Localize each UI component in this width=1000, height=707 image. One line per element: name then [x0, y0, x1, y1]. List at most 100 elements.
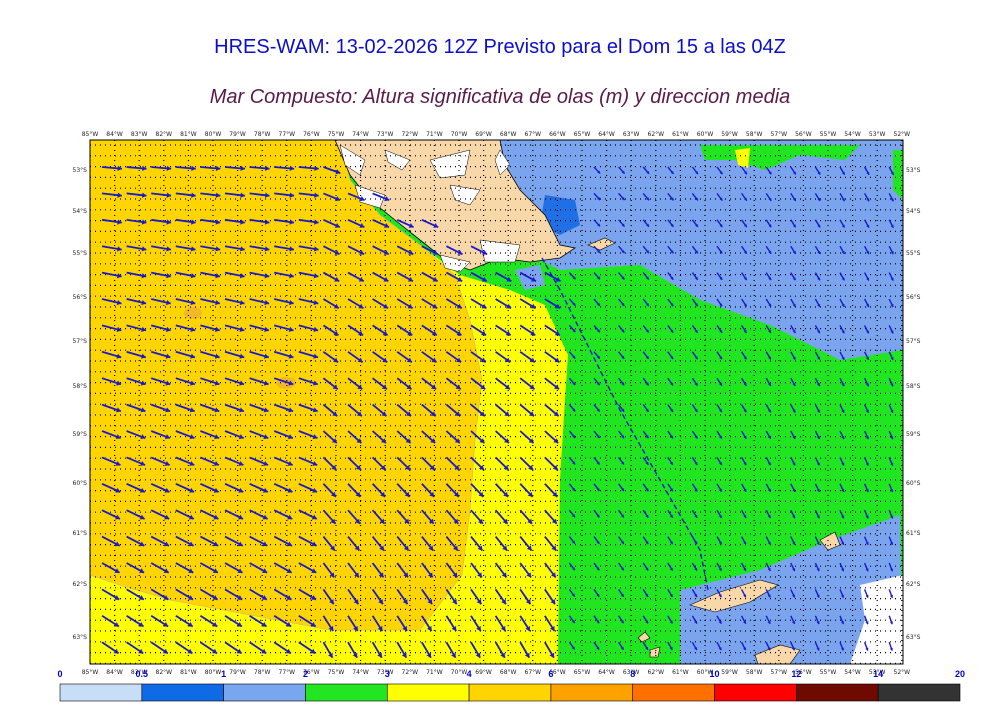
lat-label: 63°S — [73, 634, 88, 641]
wave-arrow-head — [866, 171, 870, 175]
lon-label: 79°W — [229, 131, 246, 138]
lat-label: 55°S — [906, 250, 921, 257]
wave-arrow-head — [313, 299, 319, 306]
wave-arrow-head — [792, 383, 796, 387]
lat-label: 62°S — [906, 581, 921, 588]
wave-arrow-head — [214, 434, 220, 440]
wave-arrow-head — [354, 545, 360, 551]
wave-arrow-head — [332, 384, 338, 390]
wave-arrow-head — [621, 514, 624, 518]
wave-arrow-head — [841, 251, 845, 255]
wave-arrow-head — [621, 408, 625, 412]
wave-arrow-head — [452, 599, 457, 605]
wave-arrow-head — [621, 355, 625, 359]
wave-arrow-head — [530, 303, 536, 309]
wave-arrow-head — [117, 165, 122, 172]
wave-arrow-head — [670, 223, 674, 227]
lon-label: 73°W — [377, 669, 394, 676]
colorbar-segment — [877, 683, 961, 702]
lon-label: 82°W — [156, 669, 173, 676]
lon-label: 76°W — [303, 131, 320, 138]
wave-arrow-head — [187, 648, 193, 654]
lon-label: 65°W — [574, 131, 591, 138]
wave-arrow-head — [429, 491, 435, 497]
wave-arrow-head — [621, 276, 625, 280]
wave-arrow-head — [718, 514, 722, 518]
lon-label: 74°W — [352, 669, 369, 676]
wave-arrow-head — [572, 302, 576, 306]
lon-label: 72°W — [402, 131, 419, 138]
lon-label: 70°W — [451, 669, 468, 676]
wave-arrow-head — [694, 382, 698, 386]
lat-label: 54°S — [906, 208, 921, 215]
wave-arrow-head — [841, 356, 845, 360]
wave-arrow-head — [117, 219, 122, 225]
wave-arrow-head — [669, 514, 673, 518]
wave-arrow-head — [646, 223, 649, 227]
wave-arrow-head — [240, 219, 245, 225]
wave-arrow-head — [743, 250, 747, 254]
wave-arrow-head — [453, 491, 459, 497]
wave-arrow-head — [165, 407, 171, 413]
wave-arrow-head — [191, 219, 196, 225]
colorbar-tick: 8 — [630, 669, 635, 679]
wave-arrow-head — [189, 487, 195, 493]
wave-arrow-head — [841, 594, 845, 598]
wave-arrow-head — [480, 357, 486, 363]
wave-arrow-head — [645, 593, 649, 597]
wave-arrow-head — [407, 303, 413, 309]
wave-arrow-head — [426, 652, 432, 658]
wave-arrow-head — [506, 303, 512, 309]
wave-arrow-head — [572, 461, 576, 465]
wave-arrow-head — [767, 568, 771, 572]
wave-arrow-head — [645, 514, 649, 518]
lon-label: 64°W — [598, 131, 615, 138]
wave-arrow-head — [163, 595, 169, 600]
wave-arrow-head — [479, 438, 485, 444]
wave-arrow-head — [264, 273, 270, 279]
wave-arrow-head — [117, 192, 122, 198]
wave-arrow-head — [694, 620, 698, 624]
wave-arrow-head — [329, 599, 334, 605]
wave-arrow-head — [743, 594, 747, 598]
wave-arrow-head — [865, 489, 869, 493]
lat-label: 54°S — [73, 208, 88, 215]
lon-label: 80°W — [205, 669, 222, 676]
wave-arrow-head — [354, 572, 359, 578]
wave-arrow-head — [767, 488, 771, 492]
wave-arrow-head — [239, 326, 245, 332]
wave-arrow-head — [816, 647, 820, 651]
wave-arrow — [914, 537, 917, 545]
wave-arrow-head — [381, 438, 386, 444]
wave-arrow-head — [621, 170, 625, 174]
wave-arrow-head — [191, 165, 196, 172]
wave-arrow-head — [669, 567, 673, 571]
lat-label: 62°S — [73, 581, 88, 588]
wave-arrow-head — [476, 599, 482, 605]
wave-arrow-head — [645, 567, 649, 571]
wave-arrow-head — [525, 599, 531, 605]
wave-arrow-head — [915, 304, 918, 307]
wave-arrow-head — [164, 487, 170, 493]
wave-arrow-head — [646, 250, 649, 254]
wave-arrow-head — [816, 462, 820, 466]
lon-label: 78°W — [254, 131, 271, 138]
lon-label: 57°W — [771, 131, 788, 138]
colorbar-tick: 4 — [467, 669, 472, 679]
wave-arrow-head — [335, 196, 341, 202]
wave-arrow-head — [311, 514, 317, 520]
wave-arrow-head — [333, 303, 339, 309]
wave-arrow-head — [914, 569, 917, 572]
wave-arrow-head — [571, 646, 575, 650]
wave-arrow-head — [669, 541, 673, 545]
wave-arrow-head — [379, 518, 385, 524]
wave-arrow-head — [213, 541, 219, 547]
lon-label: 54°W — [844, 669, 861, 676]
wave-arrow-head — [500, 625, 506, 631]
wave-arrow-head — [191, 192, 196, 198]
wave-arrow-head — [289, 165, 295, 172]
wave-arrow-head — [117, 246, 122, 252]
wave-arrow-head — [261, 676, 266, 681]
wave-arrow-head — [866, 356, 869, 360]
wave-arrow-head — [212, 648, 218, 654]
